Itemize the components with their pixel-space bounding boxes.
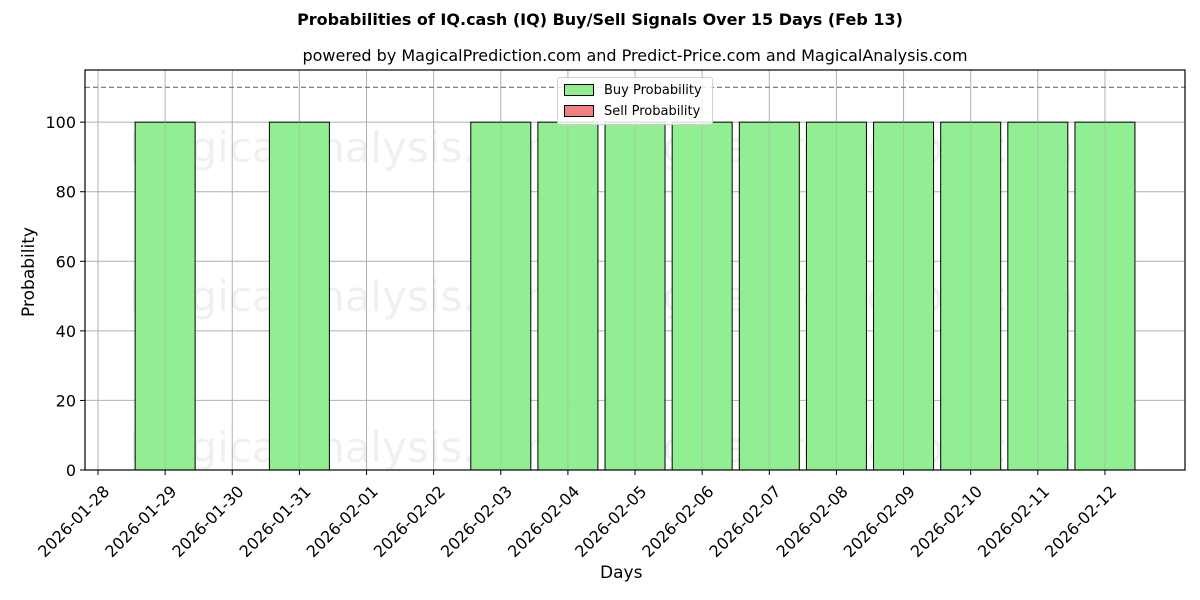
y-tick-label: 40 bbox=[56, 322, 76, 341]
legend: Buy Probability Sell Probability bbox=[557, 77, 713, 125]
legend-item-buy: Buy Probability bbox=[564, 82, 702, 98]
chart-title: Probabilities of IQ.cash (IQ) Buy/Sell S… bbox=[297, 10, 903, 29]
legend-item-sell: Sell Probability bbox=[564, 103, 700, 119]
sell-swatch-icon bbox=[564, 105, 594, 117]
x-tick-label: 2026-02-12 bbox=[1041, 482, 1120, 561]
legend-buy-label: Buy Probability bbox=[604, 82, 702, 98]
y-tick-label: 20 bbox=[56, 391, 76, 410]
chart-subtitle: powered by MagicalPrediction.com and Pre… bbox=[302, 46, 968, 65]
y-tick-label: 80 bbox=[56, 183, 76, 202]
y-axis-label: Probability bbox=[19, 227, 39, 317]
y-tick-label: 100 bbox=[45, 113, 76, 132]
x-axis-label: Days bbox=[600, 563, 643, 583]
y-tick-label: 0 bbox=[66, 461, 76, 480]
y-tick-label: 60 bbox=[56, 252, 76, 271]
legend-sell-label: Sell Probability bbox=[604, 103, 701, 119]
buy-swatch-icon bbox=[564, 84, 594, 96]
